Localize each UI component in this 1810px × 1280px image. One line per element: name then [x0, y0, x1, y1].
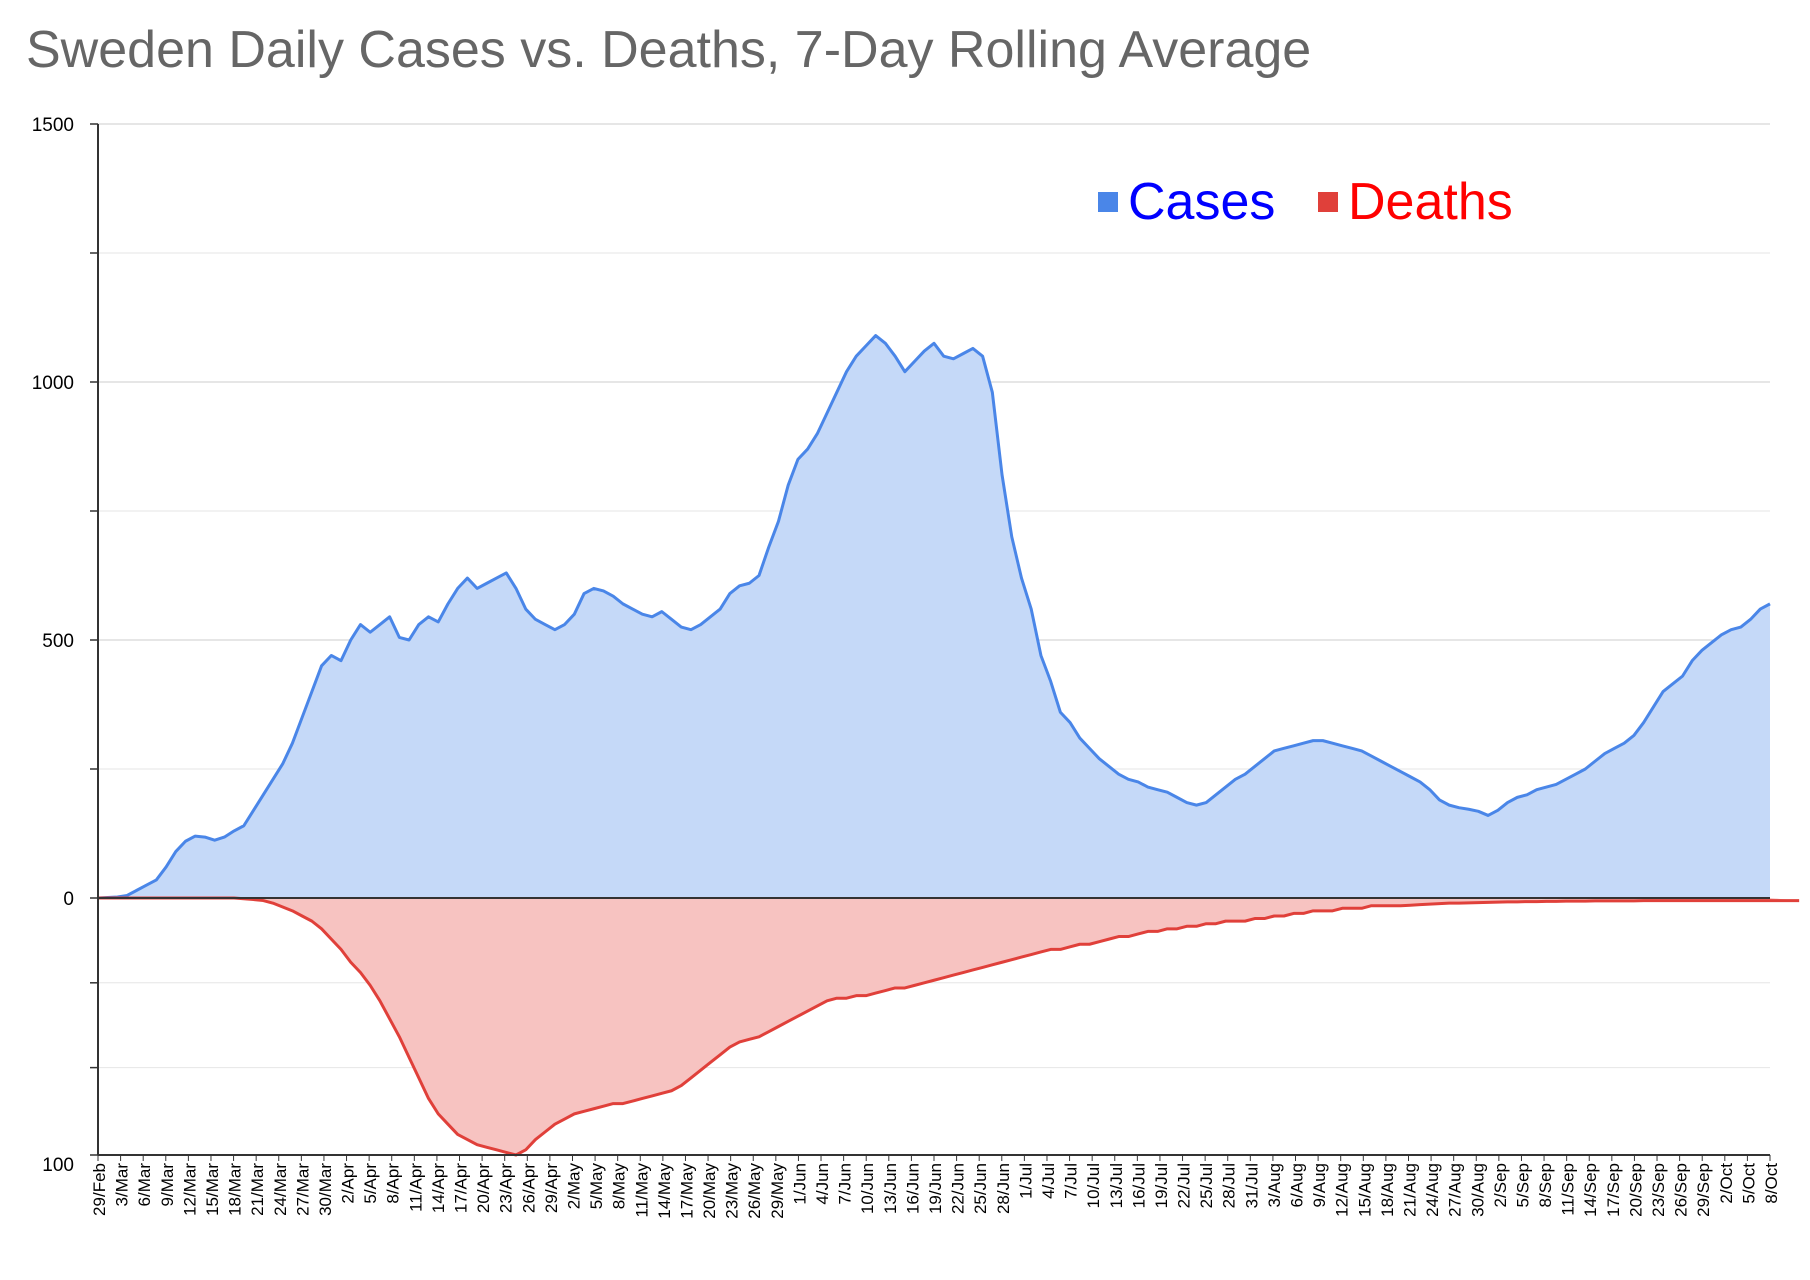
y-tick-label: 100	[42, 1155, 74, 1176]
x-tick-label: 30/Aug	[1468, 1163, 1487, 1217]
x-tick-label: 26/Apr	[519, 1163, 538, 1213]
series-lines	[97, 334, 1800, 1157]
legend-label-cases: Cases	[1128, 173, 1276, 231]
x-tick-label: 5/Apr	[361, 1163, 380, 1204]
x-tick-label: 6/Aug	[1288, 1163, 1307, 1207]
x-tick-label: 29/May	[768, 1163, 787, 1219]
x-tick-label: 10/Jul	[1084, 1163, 1103, 1208]
x-tick-label: 2/Apr	[339, 1163, 358, 1204]
x-tick-label: 17/May	[677, 1163, 696, 1219]
x-tick-label: 13/Jul	[1107, 1163, 1126, 1208]
legend-swatch-deaths	[1318, 192, 1338, 212]
x-tick-label: 22/Jul	[1175, 1163, 1194, 1208]
x-tick-label: 5/May	[587, 1163, 606, 1210]
x-tick-label: 7/Jun	[836, 1163, 855, 1205]
x-tick-label: 25/Jul	[1197, 1163, 1216, 1208]
x-tick-label: 29/Apr	[542, 1163, 561, 1213]
x-tick-label: 2/Sep	[1491, 1163, 1510, 1207]
x-tick-label: 27/Mar	[293, 1163, 312, 1216]
x-tick-label: 17/Sep	[1604, 1163, 1623, 1217]
x-tick-label: 8/Apr	[384, 1163, 403, 1204]
x-tick-label: 20/Apr	[474, 1163, 493, 1213]
x-tick-label: 24/Mar	[271, 1163, 290, 1216]
legend-swatch-cases	[1098, 192, 1118, 212]
x-tick-label: 14/May	[655, 1163, 674, 1219]
x-tick-label: 19/Jun	[926, 1163, 945, 1214]
x-tick-label: 13/Jun	[881, 1163, 900, 1214]
y-tick-labels: 1500 1000 500 0 100	[32, 115, 74, 1176]
x-tick-label: 28/Jul	[1220, 1163, 1239, 1208]
x-tick-label: 15/Mar	[203, 1163, 222, 1216]
x-tick-label: 4/Jun	[813, 1163, 832, 1205]
x-tick-label: 18/Aug	[1378, 1163, 1397, 1217]
x-tick-label: 21/Mar	[248, 1163, 267, 1216]
y-tick-label: 1000	[32, 373, 74, 394]
legend-item-cases: Cases	[1098, 172, 1275, 232]
x-tick-label: 8/May	[610, 1163, 629, 1210]
x-tick-label: 12/Aug	[1333, 1163, 1352, 1217]
legend-item-deaths: Deaths	[1318, 172, 1513, 232]
deaths-line	[98, 896, 1800, 1157]
x-tick-label: 30/Mar	[316, 1163, 335, 1216]
x-tick-label: 14/Sep	[1581, 1163, 1600, 1217]
x-tick-label: 27/Aug	[1446, 1163, 1465, 1217]
x-tick-label: 2/Oct	[1717, 1163, 1736, 1204]
x-tick-label: 1/Jul	[1016, 1163, 1035, 1199]
x-tick-label: 11/May	[632, 1163, 651, 1218]
x-tick-label: 8/Sep	[1536, 1163, 1555, 1207]
x-tick-label: 28/Jun	[994, 1163, 1013, 1214]
x-tick-label: 18/Mar	[226, 1163, 245, 1216]
x-tick-label: 12/Mar	[180, 1163, 199, 1216]
x-tick-label: 24/Aug	[1423, 1163, 1442, 1217]
x-tick-label: 14/Apr	[429, 1163, 448, 1213]
x-tick-label: 11/Apr	[406, 1163, 425, 1212]
x-tick-label: 10/Jun	[858, 1163, 877, 1214]
x-tick-label: 15/Aug	[1355, 1163, 1374, 1217]
x-tick-label: 3/Mar	[113, 1163, 132, 1207]
x-tick-label: 9/Aug	[1310, 1163, 1329, 1207]
x-tick-label: 6/Mar	[135, 1163, 154, 1207]
series-areas	[98, 335, 1800, 1155]
x-tick-label: 5/Oct	[1739, 1163, 1758, 1204]
x-tick-label: 16/Jun	[903, 1163, 922, 1214]
x-tick-label: 20/May	[700, 1163, 719, 1219]
deaths-area	[98, 898, 1800, 1155]
x-tick-label: 21/Aug	[1400, 1163, 1419, 1217]
x-tick-label: 22/Jun	[949, 1163, 968, 1214]
x-tick-label: 1/Jun	[790, 1163, 809, 1205]
x-tick-label: 2/May	[564, 1163, 583, 1210]
x-tick-label: 23/Apr	[497, 1163, 516, 1213]
y-tick-label: 1500	[32, 115, 74, 136]
x-tick-label: 17/Apr	[452, 1163, 471, 1213]
x-tick-label: 8/Oct	[1762, 1163, 1781, 1204]
cases-line	[97, 334, 1771, 900]
x-tick-label: 31/Jul	[1242, 1163, 1261, 1208]
x-tick-label: 16/Jul	[1129, 1163, 1148, 1208]
x-tick-label: 25/Jun	[971, 1163, 990, 1214]
x-tick-label: 20/Sep	[1626, 1163, 1645, 1217]
x-tick-label: 7/Jul	[1062, 1163, 1081, 1199]
x-tick-label: 29/Feb	[90, 1163, 109, 1216]
x-tick-label: 9/Mar	[158, 1163, 177, 1207]
x-tick-label: 23/Sep	[1649, 1163, 1668, 1217]
x-tick-label: 23/May	[723, 1163, 742, 1219]
x-tick-label: 29/Sep	[1694, 1163, 1713, 1217]
x-tick-label: 19/Jul	[1152, 1163, 1171, 1208]
y-tick-label: 0	[63, 889, 74, 910]
chart-title: Sweden Daily Cases vs. Deaths, 7-Day Rol…	[26, 21, 1312, 79]
x-tick-label: 26/Sep	[1672, 1163, 1691, 1217]
x-tick-label: 3/Aug	[1265, 1163, 1284, 1207]
cases-area	[98, 335, 1770, 898]
y-tick-label: 500	[42, 631, 74, 652]
x-tick-label: 4/Jul	[1039, 1163, 1058, 1199]
x-tick-label: 26/May	[745, 1163, 764, 1219]
x-tick-label: 5/Sep	[1513, 1163, 1532, 1207]
x-tick-label: 11/Sep	[1559, 1163, 1578, 1216]
legend-label-deaths: Deaths	[1348, 173, 1513, 231]
x-tick-labels: 29/Feb 3/Mar 6/Mar 9/Mar 12/Mar 15/Mar 18/Mar 2…	[90, 1155, 1781, 1219]
